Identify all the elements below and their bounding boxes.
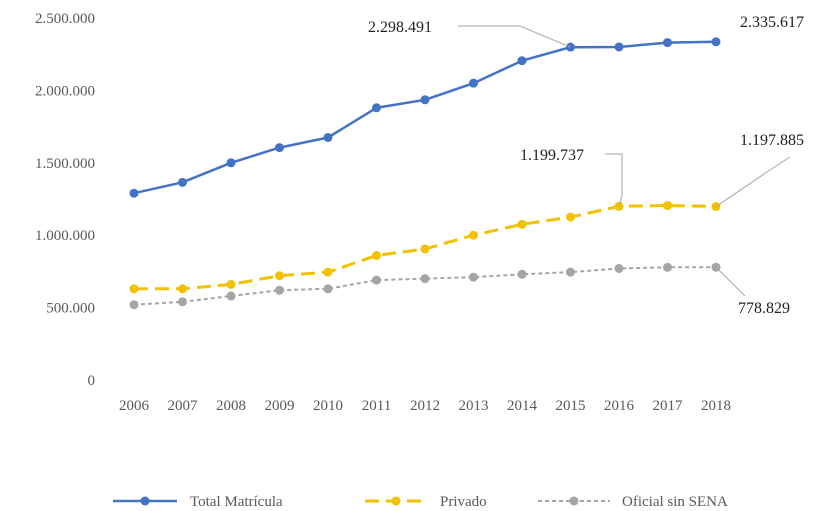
data-point: [517, 269, 527, 279]
data-point: [469, 272, 478, 282]
legend-label: Oficial sin SENA: [622, 494, 728, 510]
x-tick-label: 2010: [313, 398, 343, 414]
x-tick-label: 2006: [119, 398, 150, 414]
data-point: [372, 250, 381, 260]
data-point: [129, 284, 139, 294]
data-point: [323, 284, 333, 294]
data-point: [566, 267, 575, 277]
data-point: [323, 267, 333, 277]
data-point: [178, 284, 187, 294]
series-0: [129, 37, 721, 198]
data-point: [469, 230, 478, 240]
data-label: 2.335.617: [740, 14, 804, 31]
data-point: [226, 291, 236, 301]
y-tick-label: 1.500.000: [35, 156, 95, 172]
data-point: [275, 143, 284, 153]
data-point: [178, 297, 187, 307]
y-tick-label: 1.000.000: [35, 228, 95, 244]
annotation-layer: 2.298.491 2.335.617 1.199.737 1.197.885 778.…: [368, 14, 804, 317]
data-point: [663, 201, 672, 211]
callout-leader-line: [458, 25, 571, 48]
data-point: [420, 244, 430, 254]
data-label: 2.298.491: [368, 19, 432, 36]
x-tick-label: 2012: [410, 398, 440, 414]
legend-item: Total Matrícula: [113, 494, 283, 510]
x-tick-label: 2016: [604, 398, 635, 414]
data-point: [275, 285, 284, 295]
legend-swatch-marker: [391, 496, 401, 506]
data-label: 1.199.737: [520, 147, 584, 164]
data-point: [275, 271, 284, 281]
data-point: [663, 262, 672, 272]
x-tick-label: 2007: [168, 398, 199, 414]
y-axis-ticks: 0 500.000 1.000.000 1.500.000 2.000.000 2.500…: [35, 11, 95, 389]
data-point: [178, 177, 187, 187]
legend-swatch-marker: [569, 496, 579, 506]
callout-leader-line: [715, 266, 746, 297]
series-line: [133, 40, 717, 195]
y-tick-label: 2.500.000: [35, 11, 95, 27]
data-point: [711, 37, 721, 47]
legend-label: Privado: [440, 494, 487, 510]
data-point: [614, 42, 624, 52]
x-tick-label: 2018: [701, 398, 731, 414]
y-tick-label: 500.000: [46, 301, 95, 317]
data-point: [663, 38, 672, 48]
data-point: [420, 95, 430, 105]
data-point: [566, 212, 575, 222]
y-tick-label: 0: [88, 373, 96, 389]
data-point: [226, 158, 236, 168]
legend-swatch-marker: [140, 496, 150, 506]
data-point: [420, 274, 430, 284]
x-tick-label: 2009: [265, 398, 295, 414]
legend-item: Oficial sin SENA: [538, 494, 728, 510]
data-point: [129, 300, 139, 310]
data-label: 1.197.885: [740, 132, 804, 149]
x-tick-label: 2015: [556, 398, 586, 414]
data-point: [372, 103, 381, 113]
data-point: [517, 219, 527, 229]
y-tick-label: 2.000.000: [35, 83, 95, 99]
x-tick-label: 2013: [459, 398, 489, 414]
data-point: [323, 132, 333, 142]
data-point: [129, 188, 139, 198]
data-point: [372, 275, 381, 285]
data-point: [517, 56, 527, 66]
x-tick-label: 2008: [216, 398, 246, 414]
x-tick-label: 2011: [362, 398, 391, 414]
legend: Total Matrícula Privado Oficial sin SENA: [113, 494, 728, 510]
data-point: [469, 78, 478, 88]
data-point: [226, 279, 236, 289]
x-axis-ticks: 2006 2007 2008 2009 2010 2011 2012 2013 2014 2015…: [119, 398, 731, 414]
legend-label: Total Matrícula: [190, 494, 283, 510]
series-layer: [129, 37, 721, 310]
callout-leader-line: [605, 153, 623, 207]
x-tick-label: 2014: [507, 398, 538, 414]
x-tick-label: 2017: [653, 398, 684, 414]
callout-leader-line: [715, 156, 791, 207]
series-1: [129, 201, 721, 294]
data-label: 778.829: [738, 300, 790, 317]
legend-item: Privado: [365, 494, 487, 510]
data-point: [614, 264, 624, 274]
